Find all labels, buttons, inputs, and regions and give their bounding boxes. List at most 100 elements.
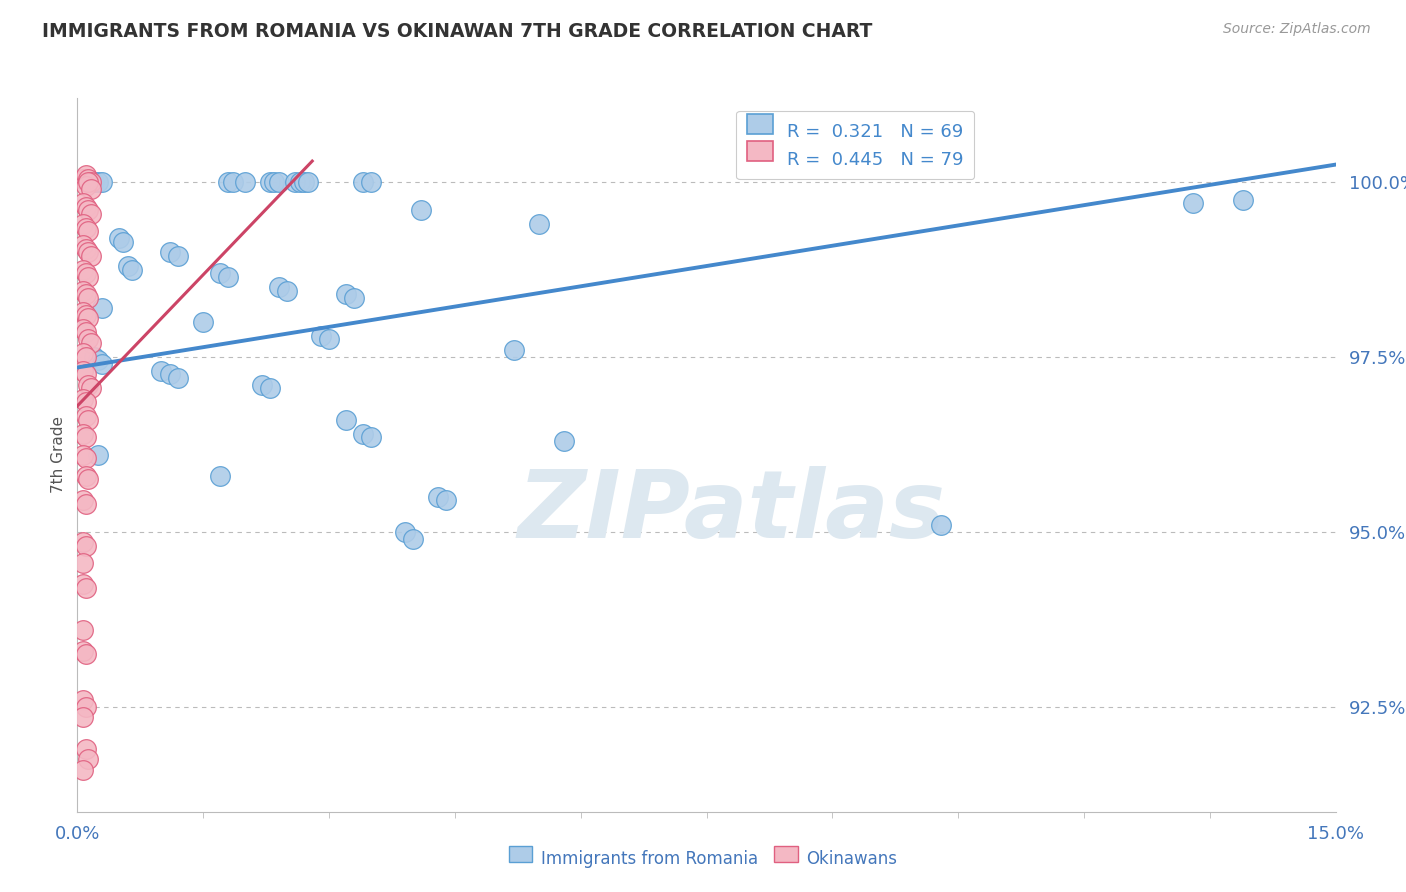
Point <box>72 577 94 591</box>
Point <box>75 699 97 714</box>
Point <box>427 490 450 504</box>
Point <box>75 451 97 466</box>
Point <box>360 175 382 189</box>
Point <box>1232 193 1254 207</box>
Point <box>284 175 307 189</box>
Point <box>72 284 94 298</box>
Point <box>75 242 97 256</box>
Point <box>72 171 94 186</box>
Point <box>72 217 94 231</box>
Point <box>75 648 97 662</box>
Point <box>75 326 97 340</box>
Point <box>217 175 239 189</box>
Point <box>159 368 181 382</box>
Point <box>309 329 332 343</box>
Legend: R =  0.321   N = 69, R =  0.445   N = 79: R = 0.321 N = 69, R = 0.445 N = 79 <box>737 111 974 179</box>
Point <box>75 395 97 409</box>
Point <box>436 493 458 508</box>
Point <box>80 381 103 395</box>
Point <box>402 532 425 546</box>
Point <box>343 291 366 305</box>
Point <box>75 266 97 280</box>
Point <box>75 469 97 483</box>
Point <box>87 353 110 368</box>
Point <box>75 368 97 382</box>
Point <box>80 336 103 351</box>
Point <box>288 175 311 189</box>
Point <box>72 535 94 549</box>
Point <box>72 493 94 508</box>
Point <box>91 357 114 371</box>
Point <box>77 171 100 186</box>
Point <box>75 430 97 444</box>
Point <box>297 175 319 189</box>
Point <box>233 175 256 189</box>
Point <box>250 378 273 392</box>
Point <box>77 269 100 284</box>
Point <box>72 426 94 441</box>
Point <box>80 248 103 262</box>
Point <box>77 378 100 392</box>
Point <box>80 206 103 220</box>
Point <box>167 371 190 385</box>
Point <box>502 343 524 357</box>
Point <box>80 175 103 189</box>
Point <box>72 304 94 318</box>
Point <box>553 434 575 448</box>
Point <box>77 472 100 486</box>
Point <box>150 364 173 378</box>
Point <box>276 284 298 298</box>
Point <box>72 364 94 378</box>
Point <box>72 196 94 211</box>
Point <box>267 280 290 294</box>
Point <box>292 175 315 189</box>
Point <box>352 175 374 189</box>
Text: Source: ZipAtlas.com: Source: ZipAtlas.com <box>1223 22 1371 37</box>
Point <box>167 248 190 262</box>
Text: IMMIGRANTS FROM ROMANIA VS OKINAWAN 7TH GRADE CORRELATION CHART: IMMIGRANTS FROM ROMANIA VS OKINAWAN 7TH … <box>42 22 873 41</box>
Point <box>77 291 100 305</box>
Point <box>117 259 139 273</box>
Point <box>75 200 97 214</box>
Point <box>75 539 97 553</box>
Point <box>87 175 110 189</box>
Point <box>72 392 94 406</box>
Point <box>72 557 94 571</box>
Legend: Immigrants from Romania, Okinawans: Immigrants from Romania, Okinawans <box>502 844 904 875</box>
Point <box>72 644 94 658</box>
Point <box>411 202 433 217</box>
Point <box>72 262 94 277</box>
Point <box>267 175 290 189</box>
Point <box>79 175 101 189</box>
Point <box>263 175 285 189</box>
Text: ZIPatlas: ZIPatlas <box>517 466 946 558</box>
Point <box>191 315 215 329</box>
Point <box>352 426 374 441</box>
Point <box>77 224 100 238</box>
Point <box>72 238 94 252</box>
Point <box>75 308 97 322</box>
Point <box>75 178 97 193</box>
Point <box>83 175 105 189</box>
Point <box>91 175 114 189</box>
Point <box>208 469 231 483</box>
Point <box>80 182 103 196</box>
Point <box>75 350 97 364</box>
Point <box>159 245 181 260</box>
Point <box>1182 196 1205 211</box>
Point <box>77 333 100 347</box>
Point <box>72 693 94 707</box>
Point <box>335 287 357 301</box>
Point <box>77 245 100 260</box>
Point <box>121 262 143 277</box>
Point <box>259 381 281 395</box>
Point <box>335 413 357 427</box>
Point <box>72 448 94 462</box>
Point <box>108 231 131 245</box>
Point <box>112 235 135 249</box>
Point <box>91 301 114 315</box>
Point <box>75 168 97 182</box>
Point <box>75 287 97 301</box>
Point <box>72 623 94 637</box>
Point <box>77 413 100 427</box>
